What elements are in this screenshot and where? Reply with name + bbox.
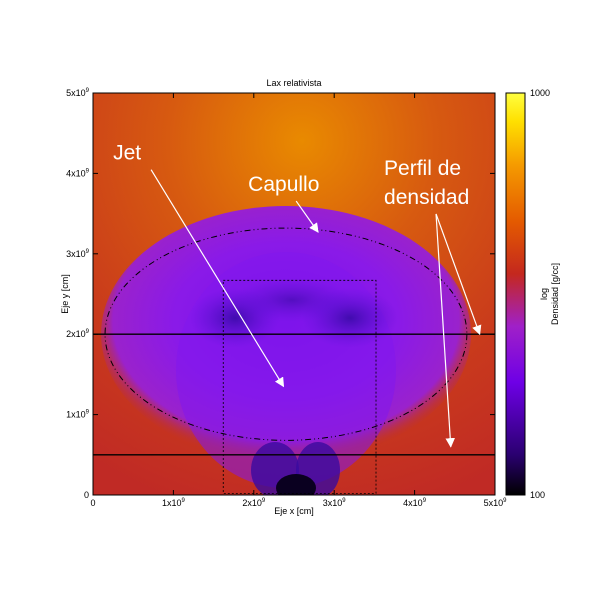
colorbar-label-line2: Densidad [g/cc]	[550, 263, 560, 325]
heatmap-field	[93, 93, 495, 495]
x-tick-label: 5x109	[484, 498, 508, 508]
annotation-label: Perfil de	[384, 157, 461, 180]
colorbar-label-line1: log	[539, 288, 549, 300]
x-axis-label: Eje x [cm]	[274, 506, 314, 516]
chart-title: Lax relativista	[266, 78, 321, 88]
y-axis-label: Eje y [cm]	[60, 274, 70, 314]
annotation-arrow	[150, 169, 285, 388]
x-tick-label: 1x109	[162, 498, 186, 508]
annotation-layer: Jet Capullo Perfil de densidad	[113, 142, 482, 448]
overlay-layer	[93, 227, 495, 494]
y-tick-label: 4x109	[66, 168, 90, 178]
annotation-arrow	[295, 200, 319, 233]
y-tick-label: 3x109	[66, 249, 90, 259]
plot-frame	[92, 92, 496, 496]
x-tick-label: 2x109	[242, 498, 266, 508]
colorbar: 1000 100 log Densidad [g/cc]	[505, 88, 560, 500]
y-tick-label: 5x109	[66, 88, 90, 98]
y-tick-label: 2x109	[66, 329, 90, 339]
x-tick-label: 3x109	[323, 498, 347, 508]
colorbar-gradient	[505, 92, 526, 496]
x-tick-label: 0	[90, 498, 95, 508]
y-tick-label: 0	[84, 490, 89, 500]
x-axis: 0 1x109 2x109 3x109 4x109 5x109	[90, 93, 507, 508]
y-tick-label: 1x109	[66, 410, 90, 420]
annotation-label: densidad	[384, 186, 469, 209]
colorbar-max-label: 1000	[530, 88, 550, 98]
y-axis: 0 1x109 2x109 3x109 4x109 5x109	[66, 88, 495, 500]
x-tick-label: 4x109	[403, 498, 427, 508]
annotation-arrow	[435, 213, 456, 448]
inner-dotted-box	[222, 279, 377, 494]
annotation-label: Capullo	[248, 173, 319, 196]
colorbar-min-label: 100	[530, 490, 545, 500]
annotation-label: Jet	[113, 142, 141, 165]
annotation-arrow	[435, 213, 482, 336]
